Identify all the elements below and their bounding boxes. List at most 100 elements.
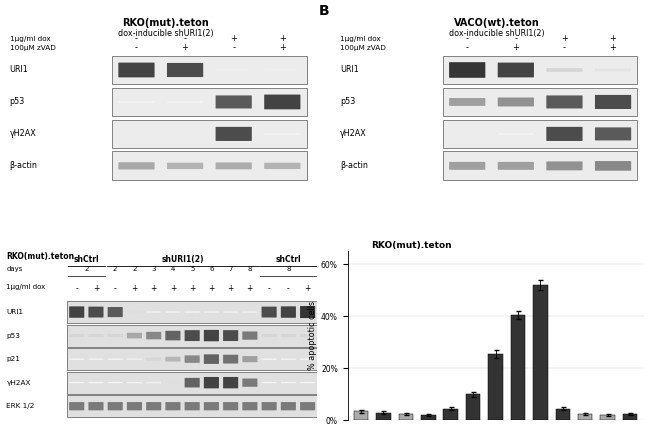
FancyBboxPatch shape	[204, 377, 219, 389]
Text: -: -	[183, 34, 187, 43]
Bar	[354, 411, 369, 420]
Text: γH2AX: γH2AX	[341, 129, 367, 138]
FancyBboxPatch shape	[118, 63, 155, 78]
FancyBboxPatch shape	[88, 334, 103, 337]
FancyBboxPatch shape	[69, 306, 84, 318]
FancyBboxPatch shape	[112, 88, 307, 117]
Text: -: -	[135, 34, 138, 43]
Text: 1μg/ml dox: 1μg/ml dox	[6, 284, 46, 290]
Text: p53: p53	[10, 97, 25, 106]
FancyBboxPatch shape	[165, 311, 181, 313]
FancyBboxPatch shape	[498, 98, 534, 106]
FancyBboxPatch shape	[127, 311, 142, 313]
FancyBboxPatch shape	[595, 95, 631, 109]
Text: +: +	[610, 34, 616, 43]
FancyBboxPatch shape	[146, 382, 161, 383]
FancyBboxPatch shape	[300, 359, 315, 360]
Text: +: +	[170, 284, 176, 293]
Text: +: +	[227, 284, 234, 293]
FancyBboxPatch shape	[108, 334, 123, 337]
FancyBboxPatch shape	[204, 402, 219, 410]
FancyBboxPatch shape	[264, 95, 300, 110]
FancyBboxPatch shape	[146, 357, 161, 360]
Bar	[466, 395, 480, 420]
Text: URI1: URI1	[10, 66, 29, 74]
FancyBboxPatch shape	[127, 333, 142, 339]
Text: dox-inducible shURI1(2): dox-inducible shURI1(2)	[118, 28, 214, 38]
Text: -: -	[465, 43, 469, 53]
FancyBboxPatch shape	[242, 356, 257, 362]
FancyBboxPatch shape	[204, 311, 219, 313]
Text: +: +	[131, 284, 138, 293]
Text: 5: 5	[190, 266, 194, 272]
FancyBboxPatch shape	[547, 127, 582, 141]
FancyBboxPatch shape	[185, 355, 200, 363]
FancyBboxPatch shape	[223, 402, 238, 410]
FancyBboxPatch shape	[165, 331, 181, 340]
FancyBboxPatch shape	[88, 359, 103, 360]
FancyBboxPatch shape	[69, 402, 84, 410]
FancyBboxPatch shape	[165, 402, 181, 410]
Text: +: +	[304, 284, 311, 293]
FancyBboxPatch shape	[216, 162, 252, 170]
FancyBboxPatch shape	[88, 382, 103, 383]
Text: +: +	[610, 43, 616, 53]
Text: -: -	[135, 43, 138, 53]
Text: VACO(wt).teton: VACO(wt).teton	[454, 18, 540, 28]
FancyBboxPatch shape	[595, 127, 631, 141]
Text: +: +	[230, 34, 237, 43]
Text: +: +	[151, 284, 157, 293]
Text: RKO(mut).teton: RKO(mut).teton	[371, 241, 452, 251]
Bar	[376, 413, 391, 420]
Bar	[578, 414, 593, 420]
FancyBboxPatch shape	[108, 402, 123, 410]
FancyBboxPatch shape	[261, 402, 277, 410]
Text: p53: p53	[6, 332, 20, 339]
FancyBboxPatch shape	[281, 334, 296, 337]
FancyBboxPatch shape	[69, 382, 84, 383]
Text: p53: p53	[341, 97, 356, 106]
Text: 3: 3	[151, 266, 156, 272]
Text: ERK 1/2: ERK 1/2	[6, 403, 35, 409]
Text: +: +	[561, 34, 568, 43]
FancyBboxPatch shape	[112, 56, 307, 85]
FancyBboxPatch shape	[595, 161, 631, 171]
FancyBboxPatch shape	[498, 133, 534, 134]
FancyBboxPatch shape	[449, 162, 486, 170]
FancyBboxPatch shape	[69, 334, 84, 337]
FancyBboxPatch shape	[167, 63, 203, 77]
FancyBboxPatch shape	[547, 161, 582, 170]
Text: +: +	[93, 284, 99, 293]
FancyBboxPatch shape	[223, 311, 238, 313]
FancyBboxPatch shape	[167, 162, 203, 169]
Text: -: -	[114, 284, 116, 293]
FancyBboxPatch shape	[261, 334, 277, 337]
Bar	[533, 285, 548, 420]
FancyBboxPatch shape	[261, 382, 277, 383]
FancyBboxPatch shape	[264, 69, 300, 71]
FancyBboxPatch shape	[242, 332, 257, 340]
FancyBboxPatch shape	[185, 311, 200, 313]
FancyBboxPatch shape	[547, 68, 582, 72]
Text: URI1: URI1	[341, 66, 359, 74]
Text: 2: 2	[132, 266, 136, 272]
FancyBboxPatch shape	[185, 378, 200, 388]
Y-axis label: % apoptotic cells: % apoptotic cells	[308, 301, 317, 371]
Text: +: +	[247, 284, 253, 293]
Text: 100μM zVAD: 100μM zVAD	[341, 45, 386, 51]
Bar	[398, 414, 413, 420]
FancyBboxPatch shape	[242, 311, 257, 313]
Bar	[623, 414, 638, 420]
Text: +: +	[279, 34, 286, 43]
Text: RKO(mut).teton: RKO(mut).teton	[122, 18, 209, 28]
FancyBboxPatch shape	[449, 133, 486, 135]
Text: 2: 2	[84, 266, 88, 272]
FancyBboxPatch shape	[67, 372, 317, 394]
FancyBboxPatch shape	[167, 101, 203, 102]
FancyBboxPatch shape	[67, 301, 317, 323]
Text: γH2AX: γH2AX	[6, 380, 31, 386]
Text: -: -	[287, 284, 290, 293]
FancyBboxPatch shape	[112, 152, 307, 180]
Text: -: -	[232, 43, 235, 53]
FancyBboxPatch shape	[127, 382, 142, 383]
